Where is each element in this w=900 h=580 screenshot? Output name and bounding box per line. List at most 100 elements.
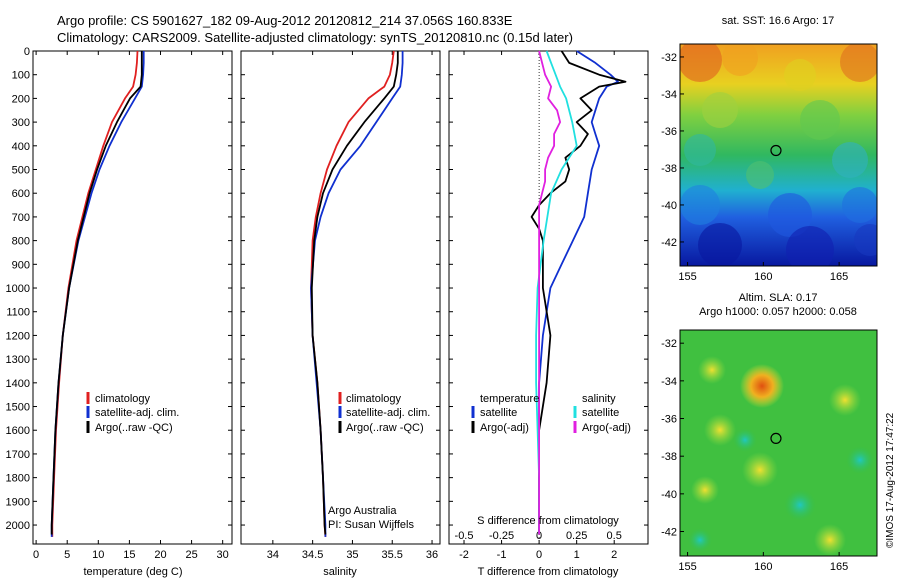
map-y-tick-label: -36 bbox=[661, 126, 677, 138]
y-tick-label: 1400 bbox=[6, 378, 30, 390]
y-tick-label: 1100 bbox=[6, 307, 30, 319]
legend-label-s-satellite: satellite bbox=[582, 407, 619, 419]
salinity-legend: climatology satellite-adj. clim. Argo(..… bbox=[328, 392, 430, 531]
sla-texture-blob bbox=[698, 356, 726, 384]
legend-label-satellite: satellite-adj. clim. bbox=[95, 407, 179, 419]
sla-texture-blob bbox=[733, 428, 757, 452]
map-y-tick-label: -42 bbox=[661, 527, 677, 539]
x-tick-label: 20 bbox=[154, 549, 166, 561]
x2-tick-label: 0 bbox=[536, 530, 542, 542]
sst-texture-blob bbox=[786, 226, 834, 266]
difference-xlabel: T difference from climatology bbox=[478, 566, 619, 578]
temperature-xlabel: temperature (deg C) bbox=[83, 566, 182, 578]
sst-texture-blob bbox=[842, 187, 877, 223]
y-tick-label: 600 bbox=[12, 188, 30, 200]
sst-map-title: sat. SST: 16.6 Argo: 17 bbox=[722, 15, 835, 27]
legend-label-climatology: climatology bbox=[346, 393, 402, 405]
y-tick-label: 1500 bbox=[6, 402, 30, 414]
x-tick-label: 5 bbox=[64, 549, 70, 561]
x-tick-label: -1 bbox=[497, 549, 507, 561]
sla-texture-blob bbox=[742, 452, 778, 488]
x-tick-label: 35.5 bbox=[382, 549, 403, 561]
x-tick-label: 35 bbox=[346, 549, 358, 561]
sst-texture-blob bbox=[854, 224, 877, 256]
y-tick-label: 800 bbox=[12, 236, 30, 248]
sla-texture-blob bbox=[688, 528, 712, 552]
map-y-tick-label: -34 bbox=[661, 89, 677, 101]
y-tick-label: 2000 bbox=[6, 520, 30, 532]
legend-label-satellite: satellite-adj. clim. bbox=[346, 407, 430, 419]
sla-texture-blob bbox=[814, 524, 846, 556]
y-tick-label: 1000 bbox=[6, 283, 30, 295]
difference-plot: -2 -1 0 1 2 -0.5 -0.25 0 0.25 0.5 bbox=[449, 50, 648, 561]
y-tick-label: 1700 bbox=[6, 449, 30, 461]
map-x-tick-label: 160 bbox=[754, 271, 772, 283]
y-tick-label: 200 bbox=[12, 93, 30, 105]
y-tick-label: 1300 bbox=[6, 354, 30, 366]
difference-x2label: S difference from climatology bbox=[477, 515, 619, 527]
sst-texture-blob bbox=[800, 100, 840, 140]
x-tick-label: -2 bbox=[459, 549, 469, 561]
legend-label-t-argo: Argo(-adj) bbox=[480, 422, 529, 434]
x-tick-label: 10 bbox=[92, 549, 104, 561]
x2-tick-label: 0.25 bbox=[566, 530, 587, 542]
series-line bbox=[50, 51, 143, 535]
sst-map-axes: 155 160 165 -32 -34 -36 -38 -40 -42 bbox=[661, 52, 848, 283]
x-tick-label: 36 bbox=[426, 549, 438, 561]
y-tick-label: 1800 bbox=[6, 473, 30, 485]
y-tick-label: 1200 bbox=[6, 330, 30, 342]
y-tick-label: 700 bbox=[12, 212, 30, 224]
map-x-tick-label: 165 bbox=[830, 271, 848, 283]
series-line bbox=[530, 50, 627, 535]
credit-argo-australia: Argo Australia bbox=[328, 505, 397, 517]
sla-texture-blob bbox=[704, 414, 736, 446]
header-line-1: Argo profile: CS 5901627_182 09-Aug-2012… bbox=[57, 13, 513, 28]
y-tick-label: 500 bbox=[12, 165, 30, 177]
sla-map-frame bbox=[679, 329, 878, 557]
legend-label-s-argo: Argo(-adj) bbox=[582, 422, 631, 434]
sla-texture-blob bbox=[691, 476, 719, 504]
map-y-tick-label: -32 bbox=[661, 52, 677, 64]
x-tick-label: 0 bbox=[33, 549, 39, 561]
map-y-tick-label: -42 bbox=[661, 237, 677, 249]
legend-label-argo: Argo(..raw -QC) bbox=[346, 422, 424, 434]
legend-label-climatology: climatology bbox=[95, 393, 151, 405]
x-tick-label: 1 bbox=[574, 549, 580, 561]
imos-credit: ©IMOS 17-Aug-2012 17:47:22 bbox=[885, 412, 896, 548]
map-y-tick-label: -38 bbox=[661, 163, 677, 175]
sst-texture-blob bbox=[832, 142, 868, 178]
legend-label-argo: Argo(..raw -QC) bbox=[95, 422, 173, 434]
legend-header-temperature: temperature bbox=[480, 393, 539, 405]
y-tick-label: 900 bbox=[12, 259, 30, 271]
salinity-plot: 34 34.5 35 35.5 36 bbox=[241, 50, 440, 561]
map-y-tick-label: -32 bbox=[661, 338, 677, 350]
argo-position-marker bbox=[770, 432, 782, 445]
argo-position-marker bbox=[770, 144, 782, 157]
difference-panel-frame bbox=[448, 50, 649, 545]
sst-texture-blob bbox=[702, 92, 738, 128]
salinity-xlabel: salinity bbox=[323, 566, 357, 578]
map-y-tick-label: -36 bbox=[661, 414, 677, 426]
sst-texture-blob bbox=[768, 193, 812, 237]
x2-tick-label: 0.5 bbox=[607, 530, 622, 542]
map-x-tick-label: 165 bbox=[830, 561, 848, 573]
temperature-plot: 0 5 10 15 20 25 300100200300400500600700800900… bbox=[6, 46, 232, 561]
sst-texture-blob bbox=[746, 161, 774, 189]
legend-label-t-satellite: satellite bbox=[480, 407, 517, 419]
map-y-tick-label: -38 bbox=[661, 451, 677, 463]
map-y-tick-label: -40 bbox=[661, 200, 677, 212]
sst-texture-blob bbox=[684, 134, 716, 166]
x-tick-label: 15 bbox=[123, 549, 135, 561]
sst-texture-blob bbox=[722, 44, 758, 76]
temperature-legend: climatology satellite-adj. clim. Argo(..… bbox=[86, 392, 179, 434]
sst-texture-blob bbox=[784, 59, 816, 91]
map-x-tick-label: 155 bbox=[678, 271, 696, 283]
sst-heatmap bbox=[680, 44, 877, 266]
y-tick-label: 400 bbox=[12, 141, 30, 153]
sla-map-axes: 155 160 165 -32 -34 -36 -38 -40 -42 bbox=[661, 338, 848, 573]
sla-texture-blob bbox=[784, 489, 816, 521]
x-tick-label: 0 bbox=[536, 549, 542, 561]
x-tick-label: 2 bbox=[611, 549, 617, 561]
sst-texture-blob bbox=[680, 44, 722, 82]
